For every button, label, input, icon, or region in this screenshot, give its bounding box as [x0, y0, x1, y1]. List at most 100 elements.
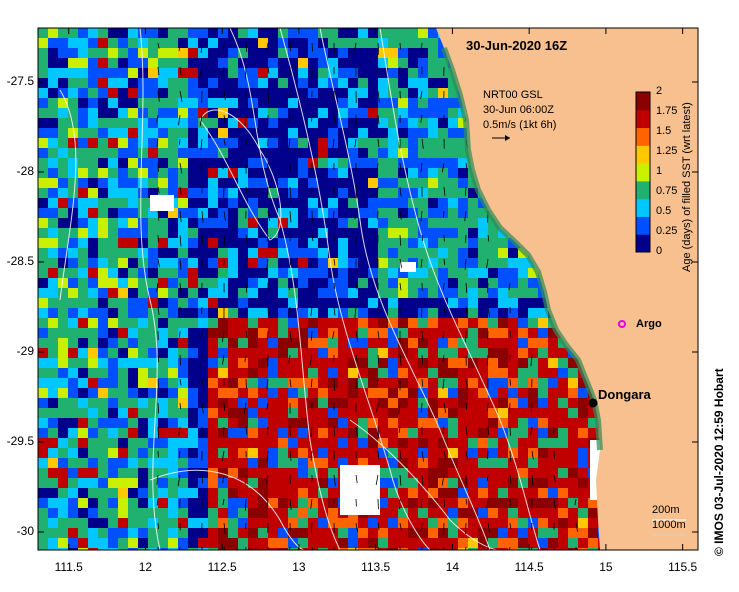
- age-cell: [358, 58, 368, 68]
- age-cell: [448, 258, 458, 268]
- age-cell: [388, 168, 398, 178]
- age-cell: [568, 358, 578, 368]
- age-cell: [198, 288, 208, 298]
- age-cell: [48, 458, 58, 468]
- age-cell: [68, 508, 78, 518]
- age-cell: [228, 538, 238, 548]
- age-cell: [568, 518, 578, 528]
- age-cell: [58, 498, 68, 508]
- age-cell: [388, 268, 398, 278]
- age-cell: [198, 368, 208, 378]
- age-cell: [288, 68, 298, 78]
- age-cell: [568, 538, 578, 548]
- age-cell: [268, 478, 278, 488]
- age-cell: [278, 288, 288, 298]
- age-cell: [88, 508, 98, 518]
- age-cell: [138, 378, 148, 388]
- age-cell: [438, 458, 448, 468]
- age-cell: [38, 428, 48, 438]
- age-cell: [538, 548, 548, 550]
- age-cell: [398, 538, 408, 548]
- age-cell: [58, 378, 68, 388]
- age-cell: [68, 428, 78, 438]
- age-cell: [158, 108, 168, 118]
- age-cell: [378, 48, 388, 58]
- age-cell: [68, 378, 78, 388]
- current-vector: [157, 66, 160, 76]
- age-cell: [128, 138, 138, 148]
- age-cell: [158, 548, 168, 550]
- age-cell: [438, 348, 448, 358]
- age-cell: [308, 538, 318, 548]
- age-cell: [288, 428, 298, 438]
- age-cell: [268, 38, 278, 48]
- age-cell: [358, 248, 368, 258]
- age-cell: [408, 398, 418, 408]
- age-cell: [218, 38, 228, 48]
- current-vector: [442, 282, 445, 291]
- age-cell: [238, 78, 248, 88]
- age-cell: [288, 438, 298, 448]
- age-cell: [548, 338, 558, 348]
- age-cell: [408, 488, 418, 498]
- age-cell: [388, 368, 398, 378]
- age-cell: [288, 408, 298, 418]
- current-vector: [289, 210, 292, 223]
- age-cell: [168, 148, 178, 158]
- age-cell: [298, 198, 308, 208]
- age-cell: [298, 28, 308, 38]
- age-cell: [458, 318, 468, 328]
- age-cell: [158, 118, 168, 128]
- age-cell: [248, 238, 258, 248]
- age-cell: [578, 408, 588, 418]
- current-vector: [333, 378, 336, 391]
- age-cell: [288, 78, 298, 88]
- age-cell: [508, 378, 518, 388]
- age-cell: [238, 488, 248, 498]
- age-cell: [48, 348, 58, 358]
- age-cell: [378, 258, 388, 268]
- age-cell: [508, 308, 518, 318]
- age-cell: [458, 148, 468, 158]
- age-cell: [258, 98, 268, 108]
- age-cell: [468, 198, 478, 208]
- age-cell: [138, 448, 148, 458]
- age-cell: [498, 398, 508, 408]
- age-cell: [238, 138, 248, 148]
- age-cell: [538, 418, 548, 428]
- age-cell: [178, 308, 188, 318]
- age-cell: [198, 258, 208, 268]
- current-vector: [267, 90, 270, 103]
- age-cell: [348, 58, 358, 68]
- age-cell: [468, 228, 478, 238]
- age-cell: [178, 188, 188, 198]
- current-vector: [222, 426, 225, 436]
- age-cell: [238, 428, 248, 438]
- age-cell: [428, 448, 438, 458]
- age-cell: [288, 208, 298, 218]
- age-cell: [398, 68, 408, 78]
- age-cell: [88, 298, 98, 308]
- age-cell: [198, 378, 208, 388]
- age-cell: [528, 468, 538, 478]
- age-cell: [308, 78, 318, 88]
- age-cell: [88, 188, 98, 198]
- age-cell: [438, 388, 448, 398]
- current-vector: [333, 282, 336, 289]
- age-cell: [468, 528, 478, 538]
- age-cell: [338, 428, 348, 438]
- age-cell: [128, 498, 138, 508]
- age-cell: [388, 238, 398, 248]
- age-cell: [218, 238, 228, 248]
- age-cell: [468, 278, 478, 288]
- age-cell: [428, 328, 438, 338]
- age-cell: [268, 518, 278, 528]
- age-cell: [438, 168, 448, 178]
- age-cell: [298, 248, 308, 258]
- age-cell: [238, 478, 248, 488]
- age-cell: [528, 338, 538, 348]
- age-cell: [538, 328, 548, 338]
- age-cell: [368, 518, 378, 528]
- age-cell: [128, 478, 138, 488]
- age-cell: [228, 308, 238, 318]
